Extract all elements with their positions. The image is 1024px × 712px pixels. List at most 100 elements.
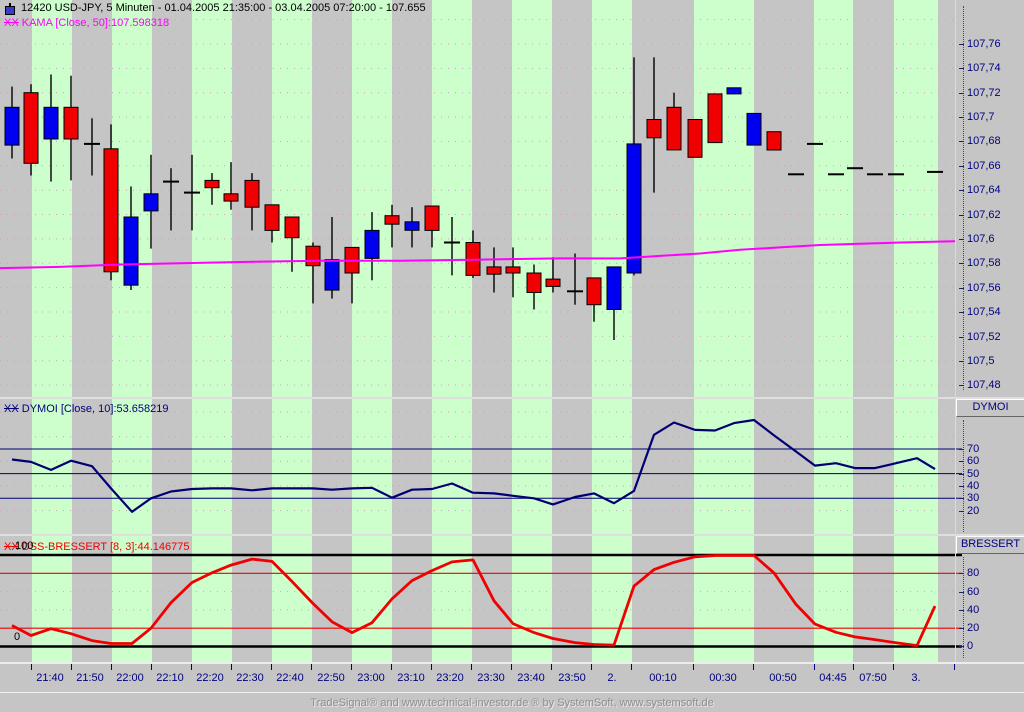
bressert-100-label: 100 bbox=[15, 540, 34, 552]
scale-label: 107,72 bbox=[967, 87, 1001, 99]
candle-body bbox=[626, 143, 642, 274]
panel-divider[interactable] bbox=[0, 534, 1024, 536]
scale-tick bbox=[959, 511, 964, 512]
bg-stripe bbox=[938, 0, 955, 662]
bressert-indicator-label[interactable]: XX DSS-BRESSERT [8, 3]:44.146775 bbox=[4, 541, 190, 553]
scale-label: 60 bbox=[967, 586, 980, 598]
bg-stripe bbox=[272, 0, 312, 662]
time-axis-tick bbox=[111, 664, 112, 670]
bg-stripe bbox=[814, 0, 853, 662]
bg-stripe bbox=[192, 0, 232, 662]
dymoi-panel-button[interactable]: DYMOI bbox=[956, 399, 1024, 417]
bg-stripe bbox=[754, 0, 814, 662]
status-bar: TradeSignal® and www.technical-investor.… bbox=[0, 692, 1024, 712]
time-axis-label: 21:50 bbox=[76, 672, 104, 684]
bg-stripe bbox=[152, 0, 192, 662]
time-axis[interactable]: 21:40 21:50 22:00 22:10 22:20 22:30 22:40 22:50… bbox=[0, 662, 1024, 692]
time-axis-label: 3. bbox=[911, 672, 921, 684]
time-axis-label: 2. bbox=[607, 672, 617, 684]
time-axis-label: 23:50 bbox=[558, 672, 586, 684]
time-axis-label: 22:50 bbox=[317, 672, 345, 684]
value-scale-column[interactable]: DYMOI BRESSERT 107,76 107,74 107,72 107,7 10… bbox=[955, 0, 1024, 662]
formula-icon: XX bbox=[4, 17, 19, 29]
scale-label: 107,56 bbox=[967, 282, 1001, 294]
kama-indicator-label[interactable]: XX KAMA [Close, 50]:107.598318 bbox=[4, 17, 170, 29]
formula-icon: XX bbox=[4, 403, 19, 415]
bg-stripe bbox=[552, 0, 592, 662]
scale-tick bbox=[959, 461, 964, 462]
time-axis-tick bbox=[431, 664, 432, 670]
time-axis-tick bbox=[814, 664, 815, 670]
time-axis-label: 23:30 bbox=[477, 672, 505, 684]
time-axis-tick bbox=[351, 664, 352, 670]
candle-body bbox=[284, 216, 300, 239]
panel-divider[interactable] bbox=[0, 397, 1024, 399]
bressert-line bbox=[11, 554, 937, 647]
time-axis-tick bbox=[231, 664, 232, 670]
chart-canvas[interactable] bbox=[0, 0, 1024, 662]
bg-stripe bbox=[432, 0, 472, 662]
bressert-0-label: 0 bbox=[14, 631, 21, 643]
scale-label: 107,68 bbox=[967, 135, 1001, 147]
scale-label: 107,66 bbox=[967, 160, 1001, 172]
scale-label: 107,5 bbox=[967, 355, 995, 367]
candle-body bbox=[606, 266, 622, 310]
dymoi-line bbox=[11, 418, 936, 513]
bg-stripe bbox=[232, 0, 272, 662]
time-axis-tick bbox=[471, 664, 472, 670]
scale-label: 107,58 bbox=[967, 257, 1001, 269]
candle-body bbox=[486, 266, 502, 275]
scale-tick bbox=[959, 646, 964, 647]
candle-body bbox=[707, 93, 723, 144]
scale-tick bbox=[959, 190, 964, 191]
scale-tick bbox=[959, 486, 964, 487]
bg-stripe bbox=[512, 0, 552, 662]
scale-tick bbox=[959, 215, 964, 216]
candle-body bbox=[766, 131, 782, 151]
scale-tick bbox=[959, 385, 964, 386]
candle-body bbox=[746, 112, 762, 146]
bg-stripe bbox=[352, 0, 392, 662]
candle-body bbox=[244, 179, 260, 208]
scale-label: 107,62 bbox=[967, 209, 1001, 221]
dymoi-indicator-label[interactable]: XX DYMOI [Close, 10]:53.658219 bbox=[4, 403, 169, 415]
scale-tick bbox=[959, 117, 964, 118]
candle-body bbox=[666, 106, 682, 151]
chart-title-row: 12420 USD-JPY, 5 Minuten - 01.04.2005 21… bbox=[5, 2, 426, 15]
chart-title: 12420 USD-JPY, 5 Minuten - 01.04.2005 21… bbox=[21, 2, 426, 14]
candle-body bbox=[687, 119, 703, 158]
scale-tick bbox=[959, 361, 964, 362]
scale-label: 107,52 bbox=[967, 331, 1001, 343]
candle-body bbox=[223, 193, 239, 202]
candle-body bbox=[646, 119, 662, 139]
candle-body bbox=[526, 272, 542, 293]
candle-body bbox=[43, 106, 59, 140]
time-axis-label: 00:10 bbox=[649, 672, 677, 684]
time-axis-tick bbox=[391, 664, 392, 670]
scale-label: 107,64 bbox=[967, 184, 1001, 196]
time-axis-tick bbox=[511, 664, 512, 670]
scale-tick bbox=[959, 449, 964, 450]
bg-stripe bbox=[592, 0, 632, 662]
time-axis-tick bbox=[693, 664, 694, 670]
time-axis-label: 22:30 bbox=[236, 672, 264, 684]
scale-label: 40 bbox=[967, 604, 980, 616]
scale-label: 107,76 bbox=[967, 38, 1001, 50]
time-axis-label: 22:00 bbox=[116, 672, 144, 684]
time-axis-label: 22:40 bbox=[276, 672, 304, 684]
bg-stripe bbox=[853, 0, 894, 662]
bg-stripe bbox=[694, 0, 754, 662]
time-axis-tick bbox=[591, 664, 592, 670]
candle-body bbox=[103, 148, 119, 273]
bg-stripe bbox=[312, 0, 352, 662]
time-axis-tick bbox=[191, 664, 192, 670]
bg-stripe bbox=[392, 0, 432, 662]
kama-line bbox=[0, 240, 956, 270]
bg-stripe bbox=[112, 0, 152, 662]
scale-label: 80 bbox=[967, 567, 980, 579]
bressert-panel-button[interactable]: BRESSERT bbox=[956, 536, 1024, 554]
scale-tick bbox=[959, 628, 964, 629]
time-axis-tick bbox=[893, 664, 894, 670]
time-axis-label: 07:50 bbox=[859, 672, 887, 684]
time-axis-label: 00:30 bbox=[709, 672, 737, 684]
